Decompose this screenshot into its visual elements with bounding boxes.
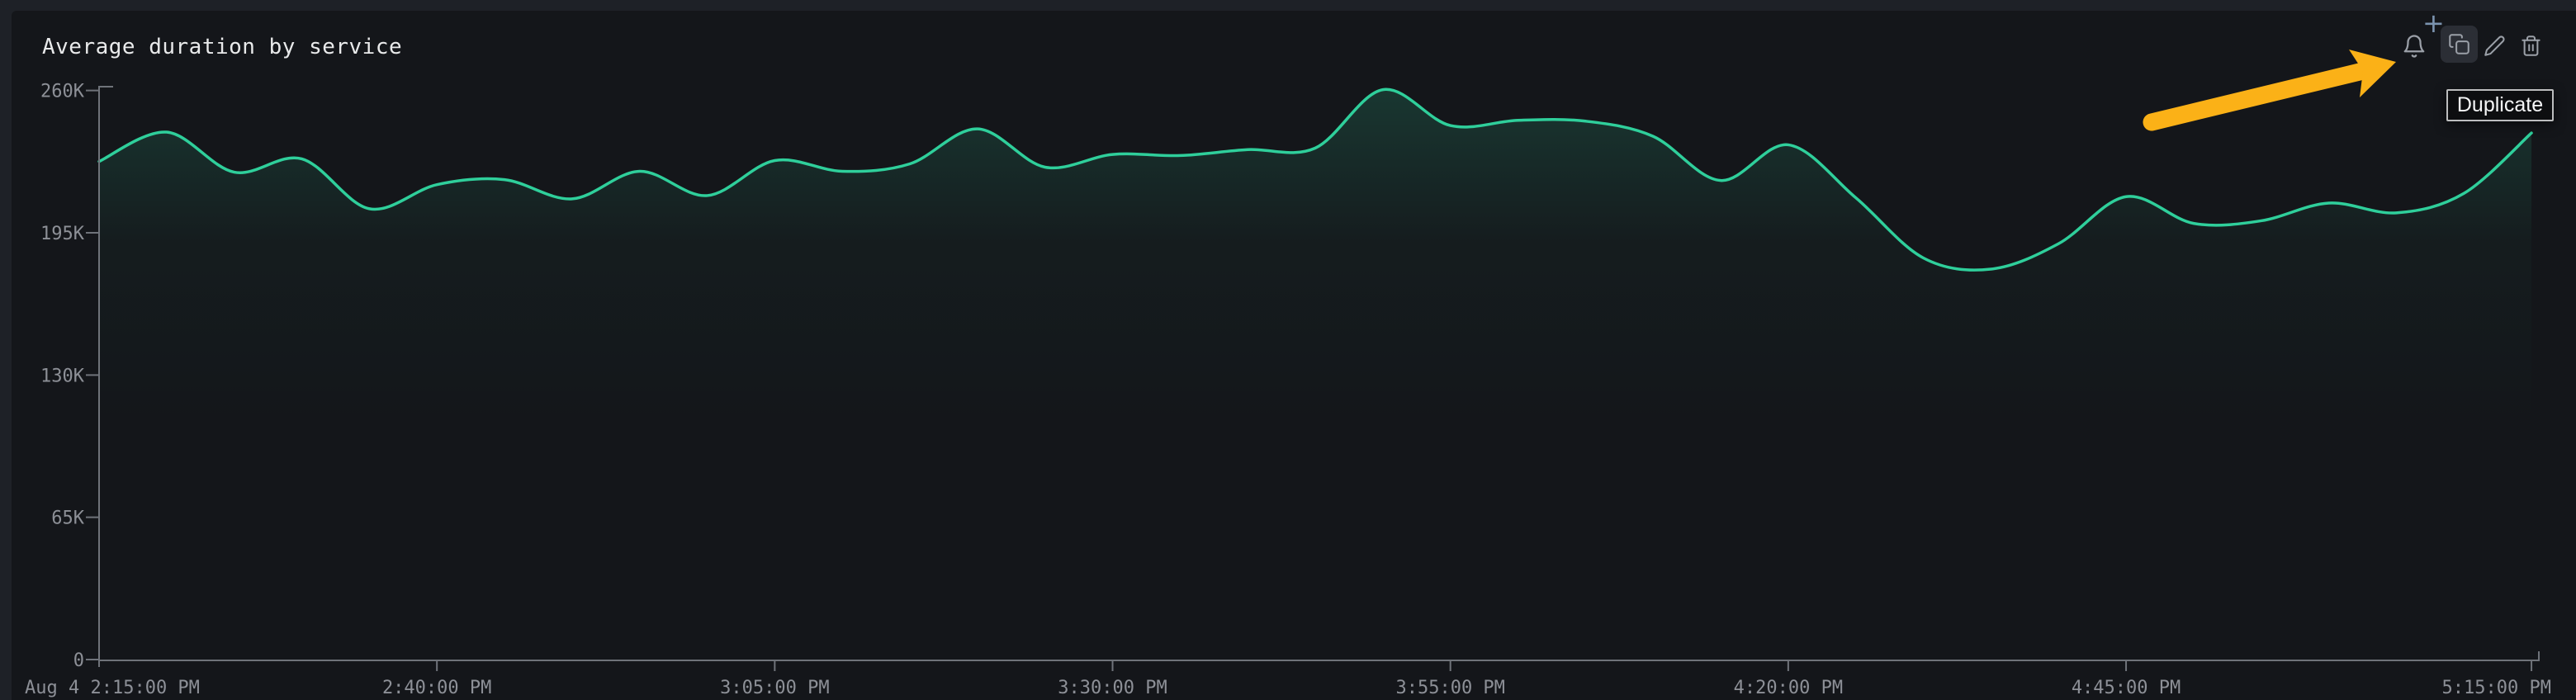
series-line — [97, 88, 2533, 272]
panel-title: Average duration by service — [42, 35, 403, 59]
edit-button[interactable] — [2479, 30, 2510, 61]
axes — [86, 86, 2540, 671]
y-tick-label: 130K — [40, 366, 85, 386]
bell-icon — [2403, 35, 2425, 58]
y-tick-label: 0 — [73, 650, 84, 671]
y-tick-label: 65K — [51, 508, 84, 529]
duplicate-tooltip: Duplicate — [2446, 89, 2554, 121]
duplicate-button[interactable] — [2441, 26, 2478, 63]
x-tick-label: 4:45:00 PM — [2072, 678, 2181, 698]
trash-icon — [2521, 35, 2540, 56]
pencil-icon — [2484, 35, 2505, 56]
y-tick-label: 260K — [40, 82, 85, 102]
copy-icon — [2449, 34, 2469, 54]
x-tick-label: 3:05:00 PM — [720, 678, 829, 698]
x-tick-label: Aug 4 2:15:00 PM — [25, 678, 200, 698]
x-tick-label: 4:20:00 PM — [1734, 678, 1843, 698]
x-tick-label: 3:55:00 PM — [1395, 678, 1504, 698]
x-tick-label: 3:30:00 PM — [1058, 678, 1167, 698]
x-tick-label: 5:15:00 PM — [2442, 678, 2551, 698]
series-area — [99, 89, 2532, 660]
delete-button[interactable] — [2515, 30, 2546, 61]
y-tick-label: 195K — [40, 224, 85, 244]
x-tick-label: 2:40:00 PM — [382, 678, 491, 698]
create-monitor-button[interactable] — [2398, 30, 2431, 63]
